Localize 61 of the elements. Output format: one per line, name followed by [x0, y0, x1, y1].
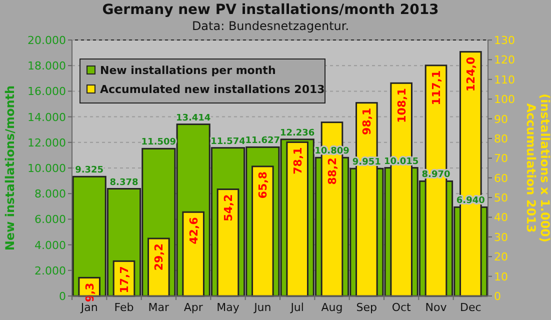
y-tick-label: 10.000 — [28, 162, 66, 175]
y-tick-label: 0 — [59, 290, 66, 303]
data-label: 65,8 — [256, 171, 270, 199]
y-tick-label: 16.000 — [28, 85, 66, 98]
x-tick-label: Jul — [290, 301, 304, 314]
chart-subtitle: Data: Bundesnetzagentur. — [192, 19, 350, 33]
y-tick-label: 2.000 — [34, 264, 66, 278]
legend-label: Accumulated new installations 2013 — [100, 83, 325, 96]
y2-tick-label: 100 — [494, 93, 515, 106]
data-label: 13.414 — [176, 113, 211, 124]
x-tick-label: Mar — [148, 301, 170, 314]
y-tick-label: 14.000 — [28, 110, 66, 124]
chart-title: Germany new PV installations/month 2013 — [102, 2, 439, 18]
data-label: 11.574 — [210, 136, 246, 147]
y2-tick-label: 130 — [494, 34, 515, 47]
data-label: 17,7 — [118, 266, 131, 294]
data-label: 78,1 — [291, 147, 304, 174]
y2-tick-label: 20 — [494, 250, 508, 264]
x-tick-label: Apr — [184, 301, 204, 314]
y2-tick-label: 10 — [494, 270, 508, 284]
x-tick-label: Jun — [253, 301, 272, 314]
data-label: 9.325 — [75, 166, 104, 176]
y2-tick-label: 70 — [494, 152, 508, 166]
x-tick-label: Sep — [356, 301, 378, 314]
y2-tick-label: 90 — [494, 112, 508, 126]
x-tick-label: Jan — [80, 301, 98, 314]
x-tick-label: Dec — [460, 301, 482, 314]
y2-tick-label: 30 — [494, 230, 508, 244]
x-tick-label: May — [216, 301, 240, 314]
y-tick-label: 8.000 — [34, 188, 66, 201]
y-tick-label: 6.000 — [34, 213, 66, 226]
data-label: 124,0 — [464, 56, 478, 92]
x-tick-label: Feb — [114, 301, 134, 314]
data-label: 42,6 — [187, 216, 200, 244]
y2-tick-label: 0 — [494, 290, 501, 303]
x-tick-label: Nov — [425, 301, 448, 314]
data-label: 54,2 — [222, 194, 235, 222]
data-label: 11.627 — [245, 136, 280, 146]
y2-tick-label: 50 — [494, 192, 508, 205]
data-label: 98,1 — [360, 108, 374, 135]
y-tick-label: 12.000 — [28, 136, 66, 150]
data-label: 8.378 — [110, 178, 138, 188]
legend-label: New installations per month — [100, 64, 276, 77]
y2-tick-label: 120 — [494, 54, 515, 67]
x-tick-label: Aug — [321, 301, 343, 314]
data-label: 88,2 — [326, 158, 339, 185]
y2-tick-label: 40 — [494, 211, 508, 224]
y-axis-title: New installations/month — [3, 85, 17, 251]
data-label: 29,2 — [152, 244, 166, 271]
y2-axis-title: Accumulation 2013 (installations x 1.000) — [524, 94, 551, 242]
data-label: 11.509 — [141, 138, 176, 148]
x-tick-label: Oct — [392, 301, 412, 314]
y2-tick-label: 110 — [494, 73, 515, 86]
y2-tick-label: 80 — [494, 132, 508, 146]
y-tick-label: 4.000 — [34, 238, 66, 252]
data-label: 117,1 — [430, 70, 443, 106]
data-label: 108,1 — [395, 88, 408, 123]
y-tick-label: 20.000 — [28, 34, 66, 47]
y-tick-label: 18.000 — [28, 60, 66, 73]
y2-tick-label: 60 — [494, 172, 508, 185]
data-label: 12.236 — [280, 128, 315, 138]
